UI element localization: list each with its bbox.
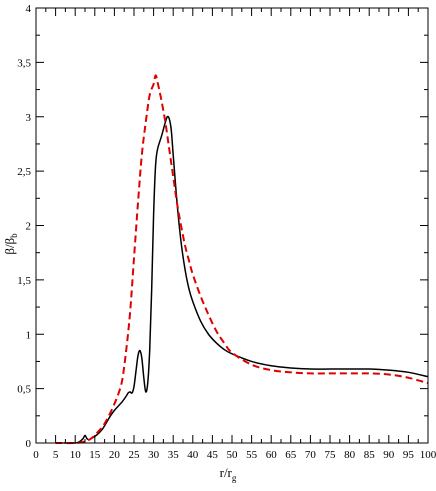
series-line-dashed — [55, 74, 429, 445]
y-tick-label: 1,5 — [17, 275, 31, 287]
x-tick-label: 10 — [70, 449, 82, 461]
x-tick-label: 35 — [168, 449, 180, 461]
x-tick-label: 5 — [53, 449, 59, 461]
y-tick-label: 2 — [26, 221, 32, 233]
tick-layer: 0 5 10 15 20 25 30 35 40 45 50 55 60 65 70 75 80 85 90 95 10… — [17, 3, 436, 461]
y-axis-title: β/βb — [2, 233, 19, 255]
y-tick-label: 3,5 — [17, 57, 31, 69]
x-tick-label: 65 — [285, 449, 297, 461]
x-tick-label: 55 — [246, 449, 258, 461]
x-axis-title-sub: g — [232, 473, 237, 483]
series-layer — [55, 74, 429, 445]
x-tick-label: 45 — [207, 449, 219, 461]
y-axis-title-main: β/β — [2, 237, 17, 254]
x-tick-label: 80 — [344, 449, 356, 461]
y-axis-title-sub: b — [9, 233, 19, 238]
x-tick-label: 50 — [227, 449, 239, 461]
x-tick-label: 25 — [129, 449, 141, 461]
y-tick-label: 0,5 — [17, 384, 31, 396]
y-tick-label: 1 — [26, 329, 32, 341]
y-tick-label: 4 — [26, 3, 32, 15]
x-tick-label: 90 — [383, 449, 395, 461]
x-tick-label: 40 — [187, 449, 199, 461]
x-tick-label: 20 — [109, 449, 121, 461]
plot-frame — [35, 7, 429, 444]
x-tick-label: 60 — [266, 449, 278, 461]
x-tick-label: 70 — [305, 449, 317, 461]
x-tick-label: 85 — [364, 449, 376, 461]
x-tick-label: 0 — [33, 449, 39, 461]
x-tick-label: 75 — [325, 449, 337, 461]
y-tick-label: 2,5 — [17, 166, 31, 178]
y-tick-label: 0 — [26, 438, 32, 450]
x-axis-title: r/rg — [220, 465, 237, 483]
y-tick-label: 3 — [26, 112, 32, 124]
x-tick-label: 100 — [420, 449, 436, 461]
x-tick-label: 95 — [403, 449, 415, 461]
x-tick-label: 15 — [89, 449, 101, 461]
x-tick-label: 30 — [148, 449, 160, 461]
x-axis-title-main: r/r — [220, 465, 233, 480]
